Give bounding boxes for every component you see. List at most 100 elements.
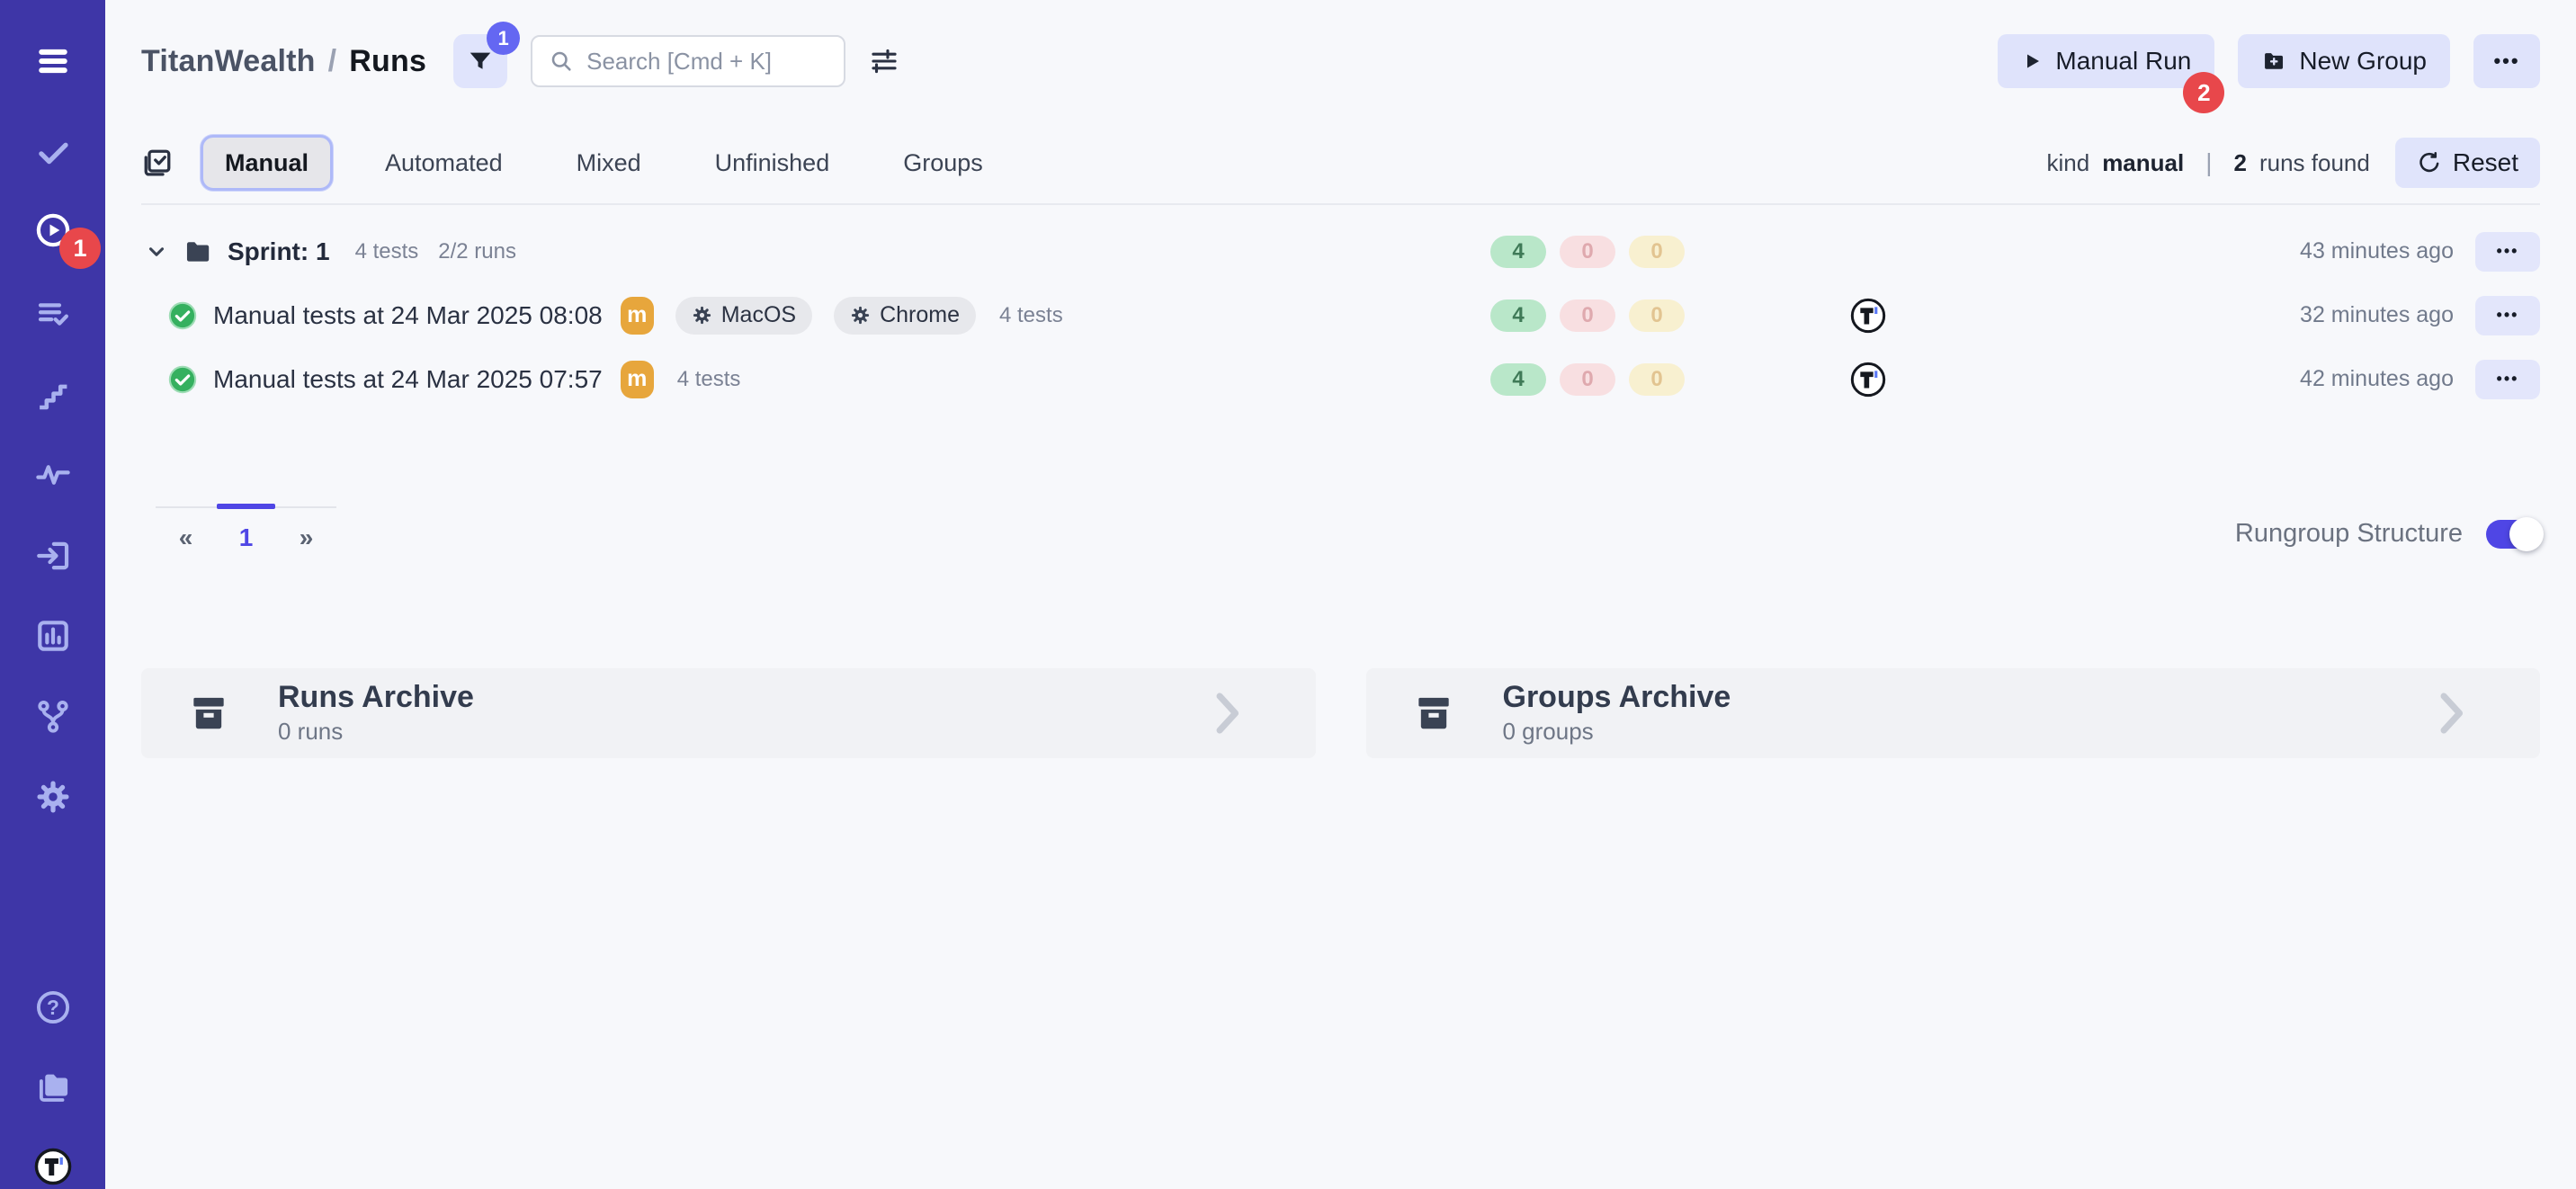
main-content: TitanWealth / Runs 1 Manual Run bbox=[105, 0, 2576, 1189]
new-group-label: New Group bbox=[2299, 47, 2427, 75]
tab-automated[interactable]: Automated bbox=[363, 135, 524, 191]
run-title[interactable]: Manual tests at 24 Mar 2025 07:57 bbox=[213, 364, 603, 393]
breadcrumb-page: Runs bbox=[349, 43, 427, 78]
reports-icon[interactable] bbox=[32, 615, 74, 657]
search-input[interactable] bbox=[586, 47, 889, 76]
rungroup-menu-button[interactable]: ••• bbox=[2475, 231, 2540, 272]
archive-box-icon bbox=[186, 689, 231, 738]
rungroup-title[interactable]: Sprint: 1 bbox=[228, 237, 330, 265]
runs-archive-card[interactable]: Runs Archive 0 runs bbox=[141, 668, 1316, 758]
new-group-button[interactable]: New Group bbox=[2238, 34, 2450, 88]
run-menu-button[interactable]: ••• bbox=[2475, 295, 2540, 335]
passed-badge: 4 bbox=[1490, 235, 1546, 268]
settings-gear-icon[interactable] bbox=[32, 776, 74, 818]
rungroup-structure-label: Rungroup Structure bbox=[2234, 519, 2463, 548]
tab-mixed[interactable]: Mixed bbox=[555, 135, 663, 191]
rungroup-structure-control: Rungroup Structure bbox=[2234, 516, 2544, 551]
env-tag-label: MacOS bbox=[720, 302, 797, 327]
breadcrumb: TitanWealth / Runs bbox=[141, 44, 426, 79]
breadcrumb-project[interactable]: TitanWealth bbox=[141, 43, 316, 78]
chevron-right-icon bbox=[1210, 688, 1244, 738]
pagination: « 1 » bbox=[156, 504, 336, 568]
pagination-page-1[interactable]: 1 bbox=[216, 504, 276, 568]
refresh-icon bbox=[2417, 150, 2442, 175]
pagination-next[interactable]: » bbox=[276, 508, 336, 568]
runs-icon-active[interactable] bbox=[32, 210, 74, 251]
rungroup-row: Sprint: 1 4 tests 2/2 runs 4 0 0 43 minu… bbox=[141, 219, 2540, 283]
sidebar: 1 ? bbox=[0, 0, 105, 1189]
run-time: 42 minutes ago bbox=[2300, 366, 2454, 391]
gear-icon bbox=[692, 305, 712, 326]
page-header: TitanWealth / Runs 1 Manual Run bbox=[141, 22, 2540, 113]
gear-icon bbox=[850, 305, 871, 326]
breadcrumb-separator: / bbox=[327, 43, 337, 78]
projects-folder-icon[interactable] bbox=[32, 1067, 74, 1108]
search-box bbox=[531, 35, 889, 87]
analytics-pulse-icon[interactable] bbox=[32, 454, 74, 496]
manual-kind-badge: m bbox=[620, 360, 654, 398]
toggle-knob bbox=[2509, 516, 2544, 551]
chevron-down-icon[interactable] bbox=[145, 240, 168, 264]
runs-count-label: runs found bbox=[2258, 148, 2370, 176]
run-tests-count: 4 tests bbox=[999, 302, 1063, 327]
select-runs-icon[interactable] bbox=[141, 147, 174, 179]
manual-run-button[interactable]: Manual Run bbox=[1998, 34, 2215, 88]
run-menu-button[interactable]: ••• bbox=[2475, 359, 2540, 399]
passed-check-icon bbox=[168, 301, 197, 330]
branches-icon[interactable] bbox=[32, 696, 74, 738]
tests-icon[interactable] bbox=[32, 132, 74, 174]
env-tag-label: Chrome bbox=[880, 302, 960, 327]
run-row: Manual tests at 24 Mar 2025 07:57 m 4 te… bbox=[141, 347, 2540, 411]
env-tag-chrome[interactable]: Chrome bbox=[834, 296, 976, 335]
tabs-row: Manual Automated Mixed Unfinished Groups… bbox=[141, 133, 2540, 192]
skipped-badge: 0 bbox=[1629, 299, 1685, 332]
search-icon bbox=[549, 49, 574, 74]
rungroup-runs-count: 2/2 runs bbox=[438, 238, 516, 264]
milestones-icon[interactable] bbox=[32, 374, 74, 416]
rungroup-structure-toggle[interactable] bbox=[2486, 516, 2544, 551]
test-plans-icon[interactable] bbox=[32, 293, 74, 335]
failed-badge: 0 bbox=[1560, 362, 1615, 396]
help-icon[interactable]: ? bbox=[32, 987, 74, 1028]
rungroup-tests-count: 4 tests bbox=[354, 238, 419, 264]
tab-unfinished[interactable]: Unfinished bbox=[693, 135, 852, 191]
play-icon bbox=[2021, 50, 2043, 72]
chevron-right-icon bbox=[2434, 688, 2468, 738]
pagination-prev[interactable]: « bbox=[156, 508, 216, 568]
reporter-logo-icon bbox=[1850, 362, 1886, 398]
archive-cards: Runs Archive 0 runs Groups Archive 0 gro… bbox=[141, 668, 2540, 758]
run-title[interactable]: Manual tests at 24 Mar 2025 08:08 bbox=[213, 300, 603, 329]
result-badges: 4 0 0 bbox=[1490, 299, 1715, 332]
runs-archive-count: 0 runs bbox=[278, 718, 344, 746]
svg-text:?: ? bbox=[47, 996, 59, 1019]
summary-separator: | bbox=[2205, 148, 2213, 176]
manual-kind-badge: m bbox=[620, 296, 654, 335]
env-tag-macos[interactable]: MacOS bbox=[675, 296, 813, 335]
reporter-logo-icon bbox=[1850, 298, 1886, 334]
header-more-button[interactable]: ••• bbox=[2473, 34, 2540, 88]
runs-count-badge: 1 bbox=[59, 228, 101, 269]
tab-manual[interactable]: Manual bbox=[201, 135, 334, 191]
kind-value: manual bbox=[2102, 148, 2185, 176]
filter-summary: kind manual | 2 runs found bbox=[2046, 148, 2369, 177]
failed-badge: 0 bbox=[1560, 299, 1615, 332]
groups-archive-card[interactable]: Groups Archive 0 groups bbox=[1365, 668, 2540, 758]
kind-label: kind bbox=[2046, 148, 2090, 176]
filter-button[interactable]: 1 bbox=[453, 22, 521, 88]
passed-badge: 4 bbox=[1490, 362, 1546, 396]
hamburger-menu-icon[interactable] bbox=[32, 40, 74, 82]
skipped-badge: 0 bbox=[1629, 235, 1685, 268]
folder-plus-icon bbox=[2261, 49, 2286, 74]
rungroup-time: 43 minutes ago bbox=[2300, 238, 2454, 264]
run-tests-count: 4 tests bbox=[676, 366, 741, 391]
search-settings-icon[interactable] bbox=[869, 46, 899, 76]
runs-list: Sprint: 1 4 tests 2/2 runs 4 0 0 43 minu… bbox=[141, 205, 2540, 411]
workspace-logo-avatar[interactable] bbox=[32, 1146, 74, 1187]
import-icon[interactable] bbox=[32, 535, 74, 577]
reset-label: Reset bbox=[2452, 148, 2518, 176]
reset-button[interactable]: Reset bbox=[2394, 138, 2540, 188]
folder-icon bbox=[183, 237, 213, 267]
tab-groups[interactable]: Groups bbox=[881, 135, 1005, 191]
tabs-divider bbox=[141, 203, 2540, 205]
funnel-icon bbox=[467, 48, 494, 75]
